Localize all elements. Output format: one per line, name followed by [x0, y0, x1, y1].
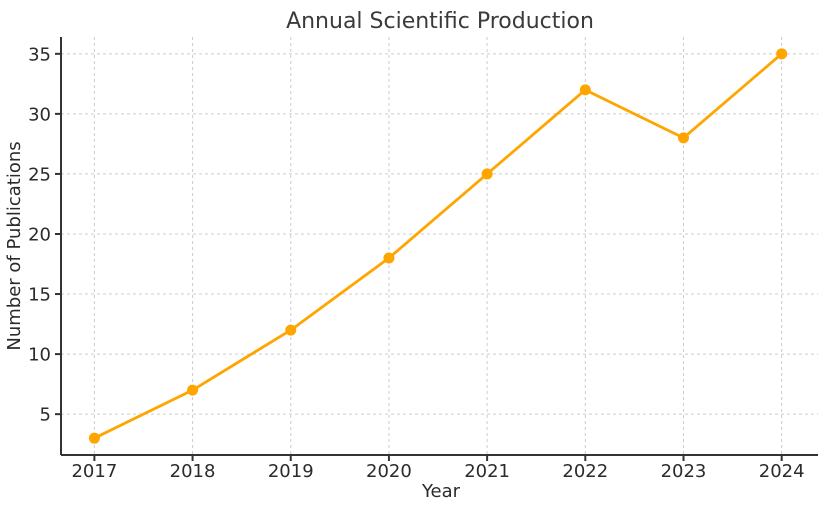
- data-point-marker: [677, 132, 689, 144]
- data-point-marker: [187, 384, 199, 396]
- x-tick-label: 2018: [170, 461, 216, 482]
- tick-labels: 2017 2018 2019 2020 2021 2022 2023 2024 5 10 15 20 2…: [28, 44, 804, 482]
- y-axis-label: Number of Publications: [4, 141, 25, 350]
- data-point-marker: [481, 168, 493, 180]
- x-tick-label: 2017: [71, 461, 117, 482]
- data-series: [88, 48, 788, 444]
- y-tick-label: 10: [28, 345, 51, 366]
- y-tick-label: 25: [28, 164, 51, 185]
- x-tick-label: 2024: [759, 461, 805, 482]
- y-tick-label: 30: [28, 104, 51, 125]
- axes: [55, 37, 818, 461]
- data-point-marker: [776, 48, 788, 60]
- data-point-marker: [579, 84, 591, 96]
- y-tick-label: 5: [40, 405, 51, 426]
- y-tick-label: 15: [28, 285, 51, 306]
- x-tick-label: 2019: [268, 461, 314, 482]
- x-tick-label: 2022: [562, 461, 608, 482]
- data-point-marker: [285, 324, 297, 336]
- y-tick-label: 20: [28, 224, 51, 245]
- y-tick-label: 35: [28, 44, 51, 65]
- data-point-marker: [383, 252, 395, 264]
- x-tick-label: 2020: [366, 461, 412, 482]
- x-tick-label: 2021: [464, 461, 510, 482]
- publications-line: [92, 52, 784, 440]
- x-axis-label: Year: [421, 481, 461, 502]
- grid: [61, 37, 818, 455]
- chart-title: Annual Scientific Production: [286, 9, 594, 34]
- x-tick-label: 2023: [661, 461, 707, 482]
- data-point-marker: [88, 432, 100, 444]
